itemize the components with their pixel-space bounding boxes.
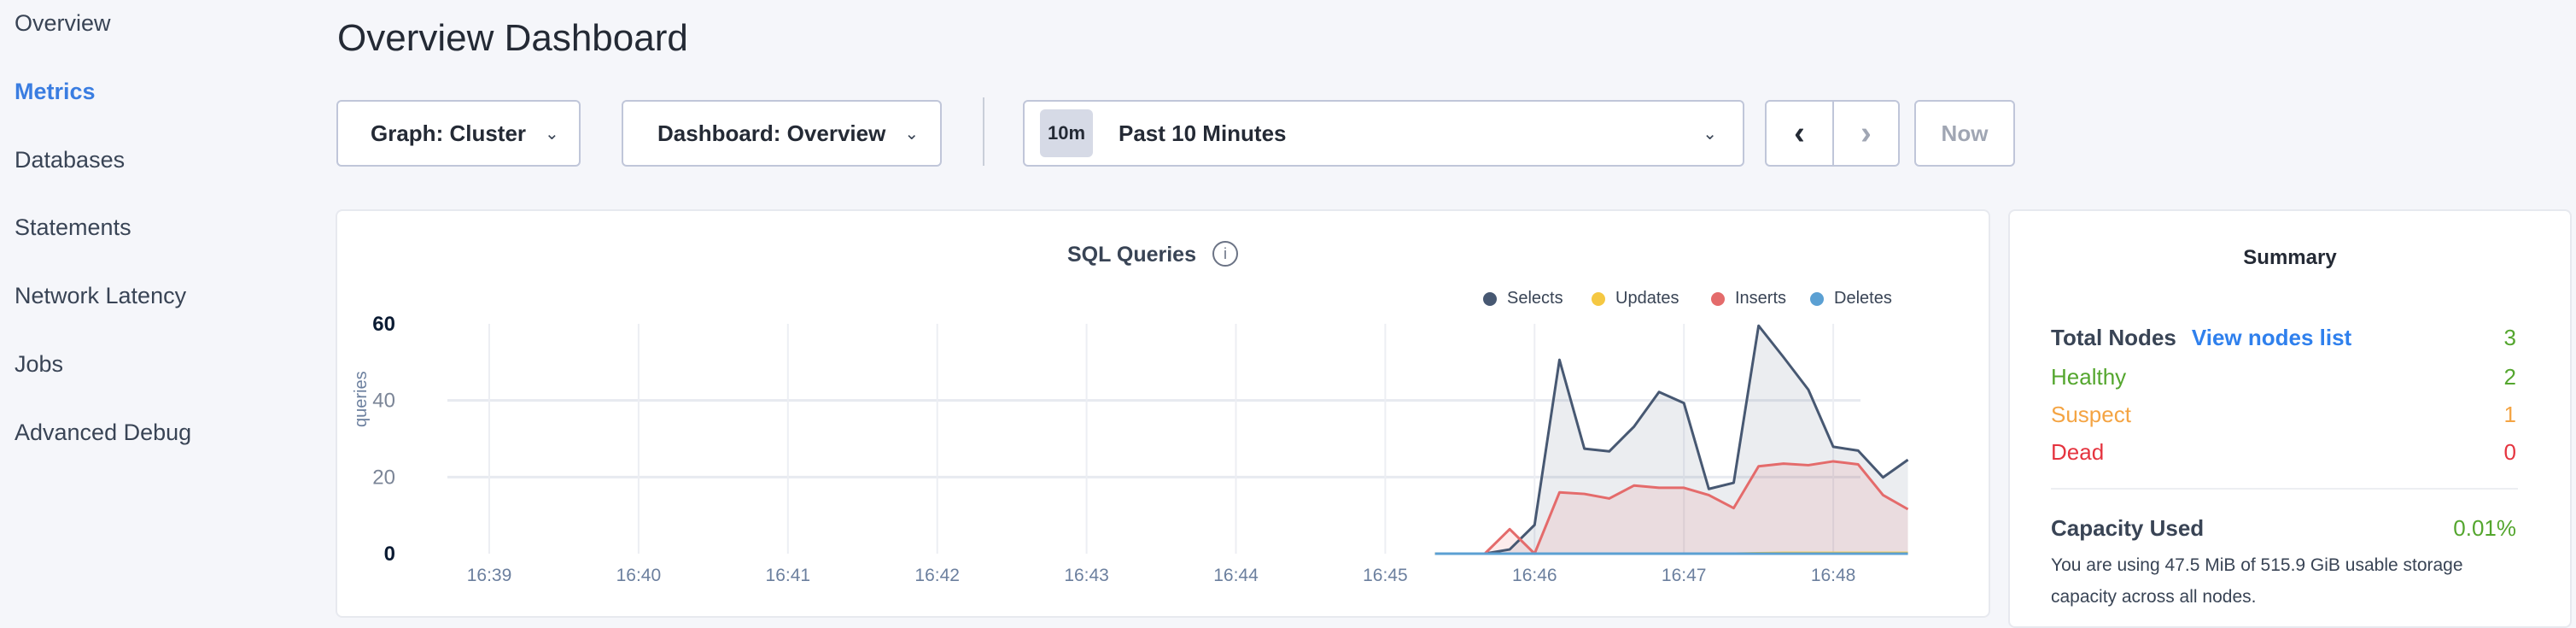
healthy-row: Healthy 2 <box>2051 364 2516 390</box>
graph-select-label: Graph: Cluster <box>371 120 526 147</box>
x-tick-label: 16:40 <box>616 566 662 585</box>
x-tick-label: 16:43 <box>1064 566 1109 585</box>
chevron-left-icon: ‹ <box>1794 115 1805 152</box>
x-tick-label: 16:44 <box>1213 566 1259 585</box>
next-range-button[interactable]: › <box>1834 102 1898 165</box>
graph-select[interactable]: Graph: Cluster ⌄ <box>336 100 581 167</box>
time-range-badge: 10m <box>1040 109 1093 157</box>
dead-row: Dead 0 <box>2051 439 2516 466</box>
sidebar-item-overview[interactable]: Overview <box>15 10 111 37</box>
y-tick-label: 40 <box>372 390 395 413</box>
page-title: Overview Dashboard <box>337 17 688 60</box>
x-tick-label: 16:41 <box>766 566 811 585</box>
sidebar-item-jobs[interactable]: Jobs <box>15 351 63 378</box>
x-tick-label: 16:39 <box>467 566 512 585</box>
sql-queries-chart: 0 20 40 60 16:39 16:40 16:41 16:42 16:43 16:44 16:… <box>336 209 1990 618</box>
dashboard-select[interactable]: Dashboard: Overview ⌄ <box>622 100 942 167</box>
chevron-down-icon: ⌄ <box>1703 123 1717 144</box>
dead-label: Dead <box>2051 439 2104 466</box>
chevron-down-icon: ⌄ <box>545 123 559 144</box>
suspect-value: 1 <box>2504 402 2516 428</box>
suspect-row: Suspect 1 <box>2051 402 2516 428</box>
time-range-select[interactable]: 10m Past 10 Minutes ⌄ <box>1023 100 1744 167</box>
x-tick-label: 16:42 <box>914 566 960 585</box>
now-button[interactable]: Now <box>1914 100 2015 167</box>
sidebar-item-network-latency[interactable]: Network Latency <box>15 283 186 309</box>
time-nav-group: ‹ › <box>1765 100 1900 167</box>
x-tick-label: 16:45 <box>1363 566 1408 585</box>
sidebar-item-databases[interactable]: Databases <box>15 147 125 173</box>
summary-divider <box>2051 488 2518 490</box>
summary-title: Summary <box>2008 246 2572 270</box>
previous-range-button[interactable]: ‹ <box>1767 102 1834 165</box>
total-nodes-row: Total Nodes View nodes list 3 <box>2051 325 2516 351</box>
y-tick-label: 0 <box>384 543 395 566</box>
capacity-value: 0.01% <box>2453 515 2516 542</box>
view-nodes-link[interactable]: View nodes list <box>2192 325 2351 350</box>
capacity-row: Capacity Used 0.01% <box>2051 515 2516 542</box>
sidebar-item-advanced-debug[interactable]: Advanced Debug <box>15 420 191 446</box>
chevron-down-icon: ⌄ <box>904 123 919 144</box>
x-tick-label: 16:46 <box>1512 566 1557 585</box>
y-tick-label: 20 <box>372 466 395 489</box>
sidebar-item-statements[interactable]: Statements <box>15 214 131 241</box>
capacity-description: You are using 47.5 MiB of 515.9 GiB usab… <box>2051 549 2512 613</box>
chevron-right-icon: › <box>1860 115 1872 152</box>
capacity-label: Capacity Used <box>2051 515 2204 542</box>
toolbar-divider <box>983 97 984 166</box>
healthy-label: Healthy <box>2051 364 2126 390</box>
healthy-value: 2 <box>2504 364 2516 390</box>
dashboard-select-label: Dashboard: Overview <box>657 120 885 147</box>
dead-value: 0 <box>2504 439 2516 466</box>
sidebar-item-metrics[interactable]: Metrics <box>15 79 96 105</box>
x-tick-label: 16:47 <box>1662 566 1707 585</box>
suspect-label: Suspect <box>2051 402 2131 428</box>
x-tick-label: 16:48 <box>1811 566 1856 585</box>
time-range-label: Past 10 Minutes <box>1119 120 1287 147</box>
total-nodes-label: Total Nodes <box>2051 325 2176 350</box>
total-nodes-value: 3 <box>2504 325 2516 351</box>
y-tick-label: 60 <box>372 313 395 336</box>
